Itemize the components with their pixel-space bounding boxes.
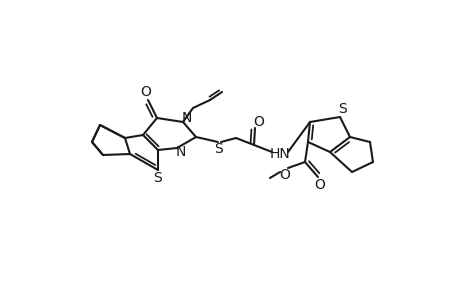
Text: N: N: [181, 111, 192, 125]
Text: N: N: [175, 145, 186, 159]
Text: S: S: [153, 171, 162, 185]
Text: O: O: [253, 115, 264, 129]
Text: O: O: [140, 85, 151, 99]
Text: S: S: [214, 142, 223, 156]
Text: S: S: [338, 102, 347, 116]
Text: O: O: [279, 168, 290, 182]
Text: O: O: [314, 178, 325, 192]
Text: HN: HN: [269, 147, 290, 161]
